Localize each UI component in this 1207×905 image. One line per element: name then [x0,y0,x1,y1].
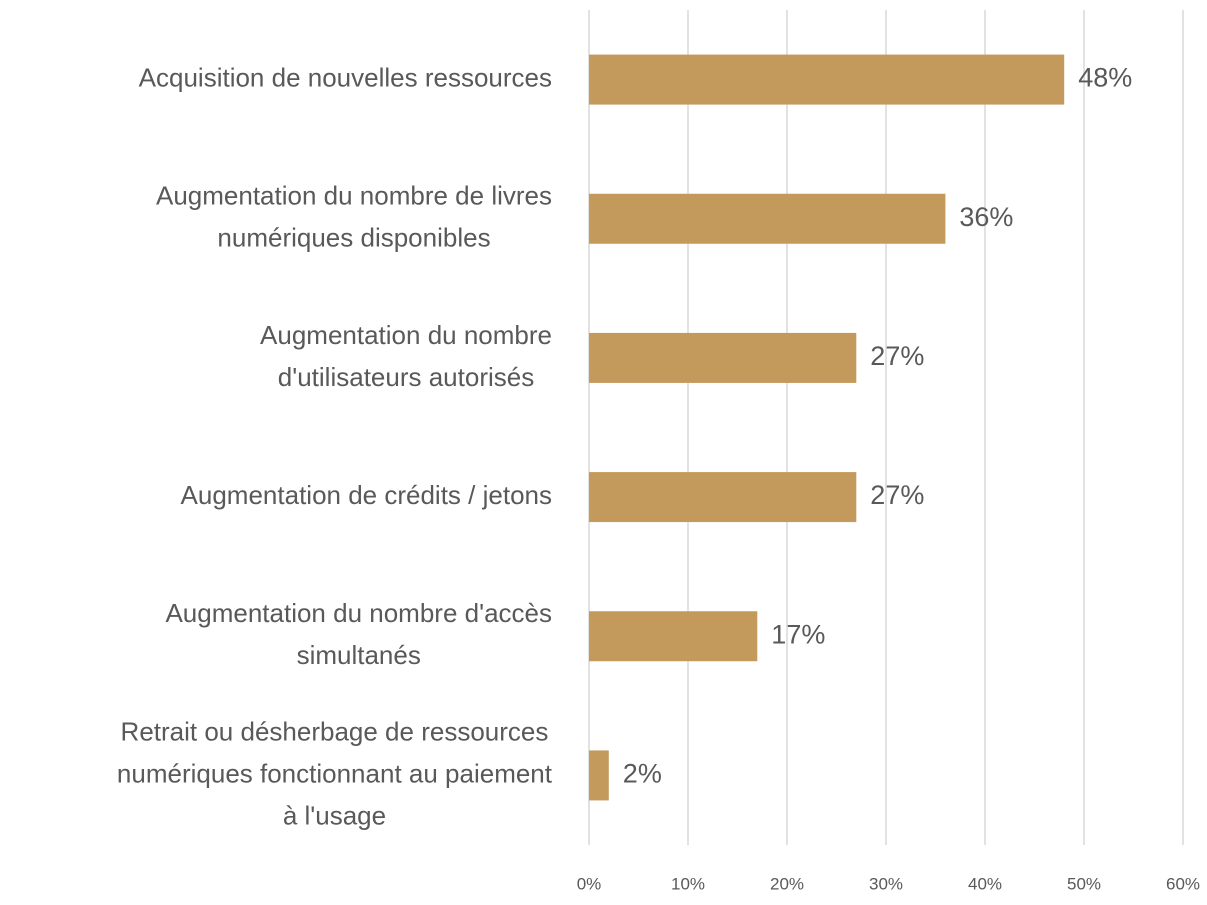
x-tick-label: 50% [1067,874,1101,893]
x-tick-label: 60% [1166,874,1200,893]
data-label: 27% [870,341,924,371]
x-tick-label: 40% [968,874,1002,893]
y-tick-label: Retrait ou désherbage de ressources [121,716,549,746]
x-tick-label: 30% [869,874,903,893]
data-label: 36% [959,202,1013,232]
bar [589,332,857,383]
y-tick-label: d'utilisateurs autorisés [278,362,534,392]
y-tick-label: Augmentation du nombre d'accès [165,598,552,628]
y-tick-label: Augmentation du nombre de livres [156,181,552,211]
y-tick-label: à l'usage [283,800,386,830]
data-label: 17% [771,619,825,649]
data-label: 48% [1078,63,1132,93]
data-label: 2% [623,759,662,789]
y-tick-label: numériques fonctionnant au paiement [117,758,553,788]
x-tick-label: 10% [671,874,705,893]
data-label: 27% [870,480,924,510]
y-tick-label: simultanés [297,640,421,670]
bar [589,611,758,662]
y-tick-label: Acquisition de nouvelles ressources [139,62,552,92]
y-tick-label: numériques disponibles [217,223,490,253]
bar [589,193,946,244]
x-tick-label: 0% [577,874,602,893]
bar [589,54,1065,105]
bar [589,750,609,801]
y-tick-label: Augmentation de crédits / jetons [181,480,552,510]
x-tick-label: 20% [770,874,804,893]
y-tick-label: Augmentation du nombre [260,320,552,350]
bar [589,472,857,523]
